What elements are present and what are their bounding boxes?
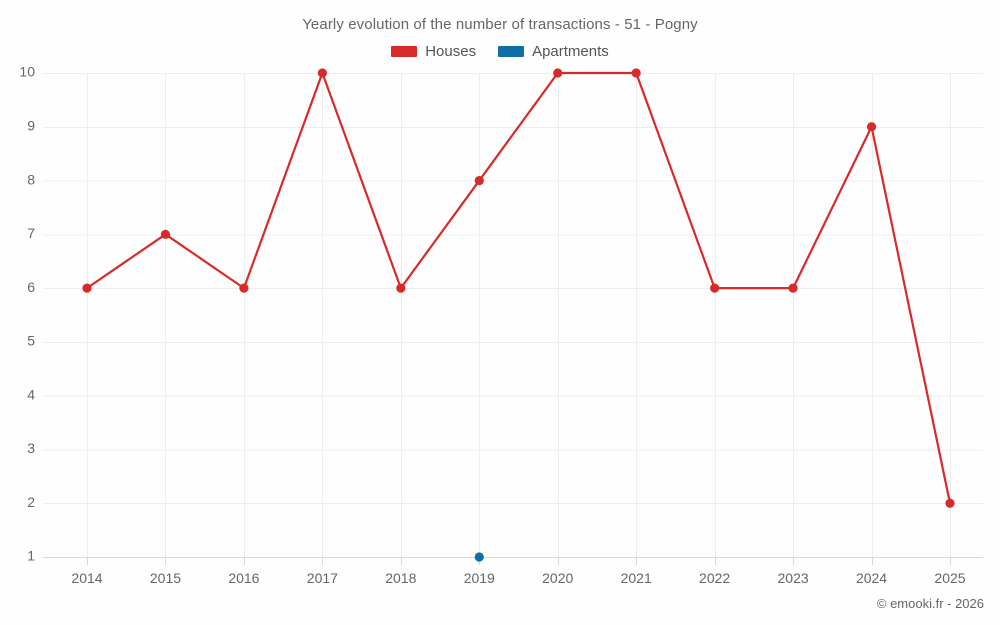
data-point[interactable] <box>317 68 327 78</box>
x-axis-tick-label: 2017 <box>307 570 338 586</box>
series-apartments <box>474 552 484 562</box>
data-point[interactable] <box>631 68 641 78</box>
x-axis-tick-label: 2014 <box>71 570 102 586</box>
legend-label-apartments: Apartments <box>532 43 609 60</box>
data-point[interactable] <box>945 498 955 508</box>
x-axis-tick-label: 2015 <box>150 570 181 586</box>
y-axis-tick-label: 5 <box>27 333 35 349</box>
legend-item-houses[interactable]: Houses <box>391 44 476 59</box>
y-axis-tick-label: 10 <box>19 64 35 80</box>
x-axis-tick-label: 2022 <box>699 570 730 586</box>
x-axis-tick-label: 2023 <box>778 570 809 586</box>
y-axis-tick-label: 2 <box>27 494 35 510</box>
legend-swatch-apartments <box>498 46 525 57</box>
data-point[interactable] <box>474 175 484 186</box>
x-axis-tick-label: 2018 <box>385 570 416 586</box>
x-axis-tick-label: 2021 <box>621 570 652 586</box>
data-point[interactable] <box>710 283 720 293</box>
x-axis-tick-label: 2020 <box>542 570 573 586</box>
y-axis-tick-label: 3 <box>27 440 35 456</box>
x-axis-tick-label: 2024 <box>856 570 887 586</box>
copyright-credit: © emooki.fr - 2026 <box>876 596 984 611</box>
data-point[interactable] <box>474 552 484 562</box>
data-point[interactable] <box>239 283 249 293</box>
data-point[interactable] <box>396 283 406 293</box>
y-axis-tick-label: 6 <box>27 279 35 295</box>
y-axis-tick-label: 4 <box>27 386 35 402</box>
legend-swatch-houses <box>391 46 418 57</box>
x-axis-tick-label: 2025 <box>934 570 965 586</box>
y-axis-tick-label: 9 <box>27 117 35 133</box>
legend-item-apartments[interactable]: Apartments <box>498 44 609 59</box>
y-axis-tick-label: 1 <box>27 548 35 564</box>
x-axis-tick-label: 2016 <box>228 570 259 586</box>
y-axis-tick-label: 7 <box>27 225 35 241</box>
chart-legend: Houses Apartments <box>0 44 1000 59</box>
x-axis-tick-label: 2019 <box>464 570 495 586</box>
data-point[interactable] <box>553 68 563 78</box>
data-point[interactable] <box>866 122 877 132</box>
data-point[interactable] <box>82 283 92 293</box>
data-point[interactable] <box>788 283 798 293</box>
series-houses <box>82 68 955 508</box>
legend-label-houses: Houses <box>425 43 477 60</box>
chart-title: Yearly evolution of the number of transa… <box>302 16 698 33</box>
series-line-houses <box>85 71 952 505</box>
y-axis-tick-label: 8 <box>27 171 35 187</box>
data-point[interactable] <box>160 229 171 239</box>
